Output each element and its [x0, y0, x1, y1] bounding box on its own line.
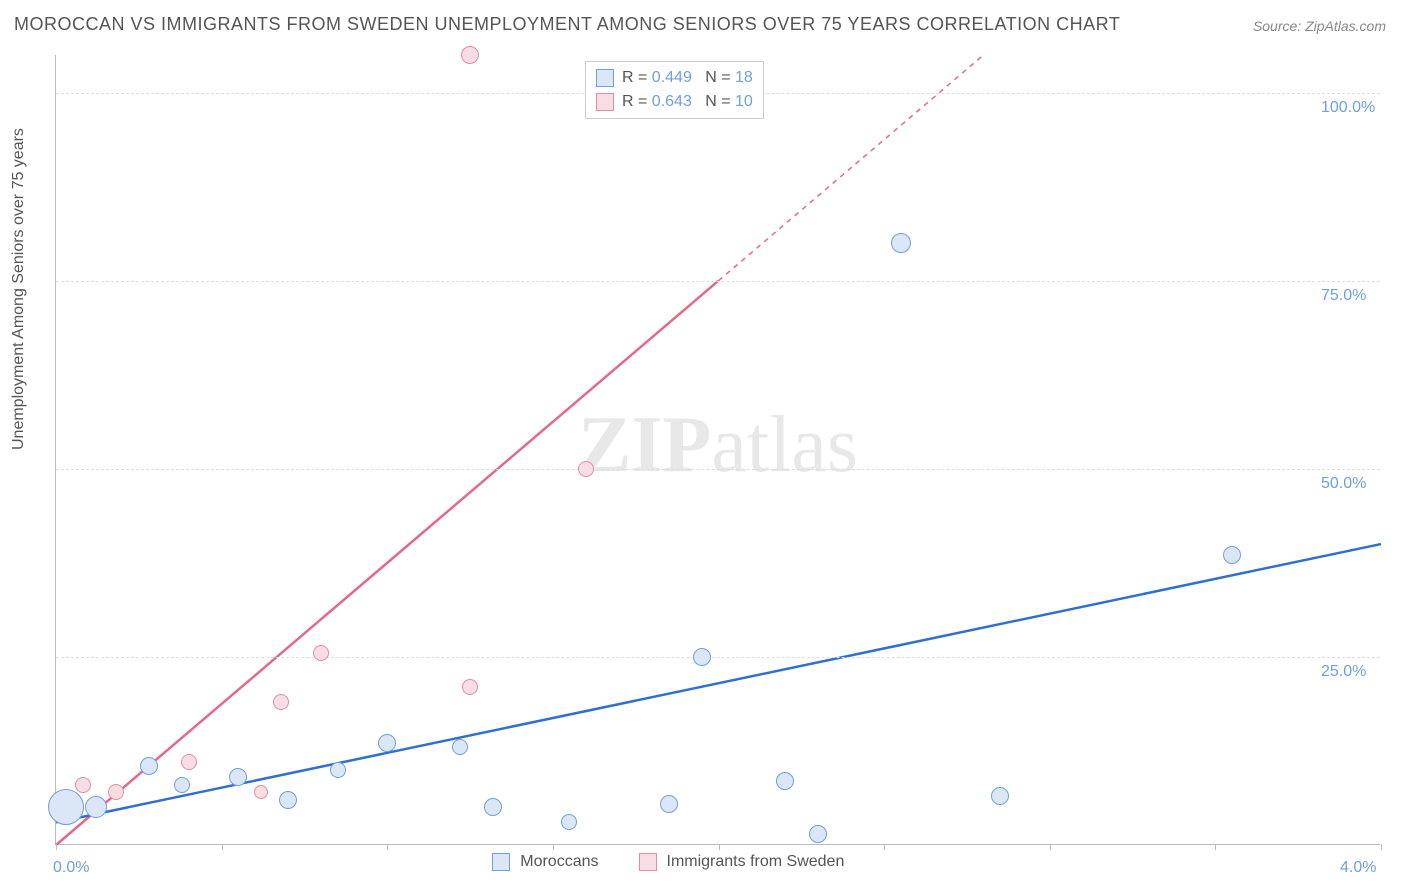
sweden-point: [181, 754, 197, 770]
y-tick-label: 75.0%: [1321, 287, 1366, 305]
y-tick-label: 50.0%: [1321, 475, 1366, 493]
y-tick-label: 100.0%: [1321, 99, 1375, 117]
gridline: [56, 281, 1380, 282]
sweden-point: [75, 777, 91, 793]
gridline: [56, 469, 1380, 470]
moroccans-point: [330, 762, 346, 778]
moroccans-point: [48, 789, 84, 825]
moroccans-point: [660, 795, 678, 813]
y-axis-label: Unemployment Among Seniors over 75 years: [10, 128, 28, 450]
x-tick: [884, 844, 885, 850]
moroccans-point: [891, 233, 911, 253]
legend-stat-text: R = 0.449 N = 18: [622, 66, 753, 90]
moroccans-point: [378, 734, 396, 752]
watermark-bold: ZIP: [578, 400, 711, 488]
sweden-point: [461, 46, 479, 64]
moroccans-point: [85, 796, 107, 818]
moroccans-point: [140, 757, 158, 775]
x-tick: [1381, 844, 1382, 850]
moroccans-point: [484, 798, 502, 816]
x-tick-label: 4.0%: [1340, 859, 1376, 877]
trend-lines: [56, 55, 1381, 845]
legend-stats-row: R = 0.449 N = 18: [596, 66, 753, 90]
gridline: [56, 657, 1380, 658]
legend-series: Moroccans Immigrants from Sweden: [492, 853, 874, 871]
watermark-light: atlas: [711, 400, 858, 488]
moroccans-point: [174, 777, 190, 793]
moroccans-point: [991, 787, 1009, 805]
legend-stats: R = 0.449 N = 18R = 0.643 N = 10: [585, 61, 764, 119]
legend-swatch: [596, 69, 614, 87]
sweden-point: [108, 784, 124, 800]
sweden-point: [578, 461, 594, 477]
moroccans-point: [561, 814, 577, 830]
sweden-point: [273, 694, 289, 710]
x-tick: [56, 844, 57, 850]
sweden-point: [462, 679, 478, 695]
x-tick: [1215, 844, 1216, 850]
moroccans-point: [776, 772, 794, 790]
x-tick: [553, 844, 554, 850]
source-label: Source: ZipAtlas.com: [1253, 18, 1386, 34]
moroccans-point: [229, 768, 247, 786]
watermark: ZIPatlas: [578, 399, 858, 490]
x-tick: [387, 844, 388, 850]
x-tick: [222, 844, 223, 850]
chart-container: MOROCCAN VS IMMIGRANTS FROM SWEDEN UNEMP…: [0, 0, 1406, 892]
y-tick-label: 25.0%: [1321, 663, 1366, 681]
legend-swatch: [596, 93, 614, 111]
x-tick: [719, 844, 720, 850]
moroccans-point: [452, 739, 468, 755]
x-tick-label: 0.0%: [53, 859, 89, 877]
sweden-point: [313, 645, 329, 661]
legend-label: Immigrants from Sweden: [667, 853, 845, 871]
plot-area: ZIPatlas 25.0% 50.0% 75.0% 100.0%: [55, 55, 1380, 845]
moroccans-point: [1223, 546, 1241, 564]
sweden-point: [254, 785, 268, 799]
legend-swatch: [639, 853, 657, 871]
legend-label: Moroccans: [520, 853, 598, 871]
chart-title: MOROCCAN VS IMMIGRANTS FROM SWEDEN UNEMP…: [14, 14, 1120, 35]
legend-swatch: [492, 853, 510, 871]
legend-stats-row: R = 0.643 N = 10: [596, 90, 753, 114]
moroccans-point: [809, 825, 827, 843]
moroccans-point: [279, 791, 297, 809]
legend-stat-text: R = 0.643 N = 10: [622, 90, 753, 114]
x-tick: [1050, 844, 1051, 850]
moroccans-point: [693, 648, 711, 666]
